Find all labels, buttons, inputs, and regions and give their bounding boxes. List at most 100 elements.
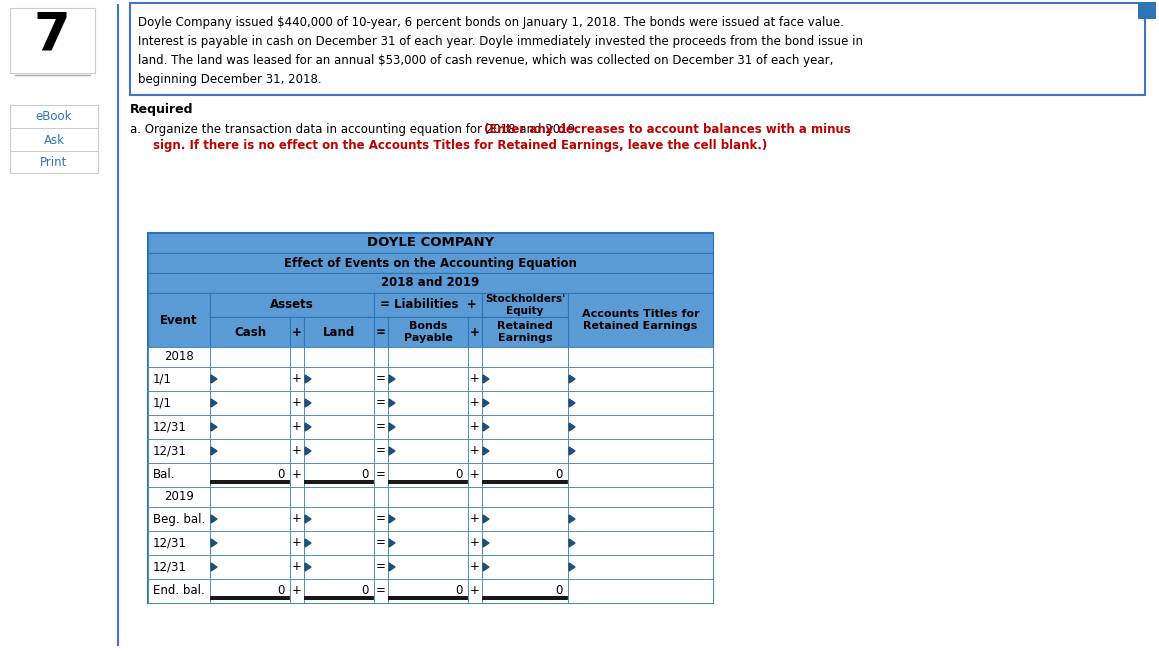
- Bar: [148, 463, 210, 487]
- Text: +: +: [471, 468, 480, 481]
- Bar: [304, 347, 374, 367]
- Bar: [148, 347, 210, 367]
- Polygon shape: [211, 447, 217, 455]
- Bar: [210, 415, 290, 439]
- Text: 0: 0: [278, 584, 285, 597]
- Text: (Enter any decreases to account balances with a minus: (Enter any decreases to account balances…: [484, 123, 851, 136]
- Bar: [290, 317, 304, 347]
- Bar: [482, 391, 568, 415]
- Bar: [304, 531, 374, 555]
- Bar: [290, 463, 304, 487]
- Bar: [304, 507, 374, 531]
- Bar: [290, 487, 304, 507]
- Bar: [568, 415, 713, 439]
- Bar: [148, 555, 210, 579]
- Text: Required: Required: [130, 103, 194, 116]
- Text: =: =: [376, 513, 386, 526]
- Bar: [304, 391, 374, 415]
- Bar: [148, 367, 210, 391]
- Bar: [568, 347, 713, 367]
- Polygon shape: [389, 375, 395, 383]
- Bar: [210, 555, 290, 579]
- Text: Event: Event: [160, 313, 198, 326]
- Bar: [304, 439, 374, 463]
- Polygon shape: [569, 423, 575, 431]
- Text: Accounts Titles for
Retained Earnings: Accounts Titles for Retained Earnings: [582, 309, 699, 331]
- Bar: [388, 463, 468, 487]
- Text: 0: 0: [455, 468, 462, 481]
- Text: +: +: [471, 445, 480, 458]
- Bar: [210, 531, 290, 555]
- Polygon shape: [211, 563, 217, 571]
- Polygon shape: [305, 563, 311, 571]
- Bar: [210, 317, 290, 347]
- Bar: [10, 8, 95, 73]
- Text: +: +: [471, 396, 480, 409]
- Text: +: +: [292, 325, 302, 338]
- Text: Stockholders'
Equity: Stockholders' Equity: [484, 295, 566, 316]
- Text: 0: 0: [278, 468, 285, 481]
- Text: +: +: [292, 468, 302, 481]
- Text: sign. If there is no effect on the Accounts Titles for Retained Earnings, leave : sign. If there is no effect on the Accou…: [153, 138, 767, 151]
- Text: +: +: [292, 537, 302, 550]
- Text: Ask: Ask: [44, 133, 65, 146]
- Bar: [148, 391, 210, 415]
- Text: +: +: [471, 421, 480, 434]
- Bar: [388, 391, 468, 415]
- Bar: [482, 439, 568, 463]
- Bar: [210, 507, 290, 531]
- Bar: [304, 367, 374, 391]
- Text: DOYLE COMPANY: DOYLE COMPANY: [367, 236, 494, 249]
- Bar: [210, 439, 290, 463]
- Bar: [10, 105, 99, 173]
- Polygon shape: [305, 375, 311, 383]
- Bar: [468, 367, 482, 391]
- Polygon shape: [569, 563, 575, 571]
- Text: a. Organize the transaction data in accounting equation for 2018 and 2019.: a. Organize the transaction data in acco…: [130, 123, 583, 136]
- Bar: [482, 487, 568, 507]
- Polygon shape: [211, 375, 217, 383]
- Bar: [568, 507, 713, 531]
- Bar: [374, 347, 388, 367]
- Bar: [482, 507, 568, 531]
- Polygon shape: [211, 515, 217, 523]
- Bar: [374, 415, 388, 439]
- Polygon shape: [483, 399, 489, 407]
- Polygon shape: [483, 423, 489, 431]
- Text: =: =: [376, 372, 386, 385]
- Text: +: +: [471, 513, 480, 526]
- Bar: [468, 579, 482, 603]
- Bar: [468, 415, 482, 439]
- Text: Cash: Cash: [234, 325, 267, 338]
- Polygon shape: [305, 539, 311, 547]
- Bar: [374, 487, 388, 507]
- Text: 0: 0: [362, 584, 369, 597]
- Bar: [482, 415, 568, 439]
- Bar: [148, 439, 210, 463]
- Bar: [388, 347, 468, 367]
- Polygon shape: [483, 515, 489, 523]
- Polygon shape: [389, 539, 395, 547]
- Text: +: +: [292, 445, 302, 458]
- Bar: [568, 487, 713, 507]
- Bar: [568, 391, 713, 415]
- Bar: [482, 555, 568, 579]
- Bar: [468, 463, 482, 487]
- Text: Bonds
Payable: Bonds Payable: [403, 321, 452, 343]
- Text: 1/1: 1/1: [153, 396, 172, 409]
- Text: =: =: [376, 396, 386, 409]
- Polygon shape: [389, 563, 395, 571]
- Bar: [210, 391, 290, 415]
- Bar: [210, 487, 290, 507]
- Polygon shape: [305, 399, 311, 407]
- Text: 0: 0: [555, 468, 563, 481]
- Bar: [388, 555, 468, 579]
- Text: 12/31: 12/31: [153, 421, 187, 434]
- Text: 12/31: 12/31: [153, 537, 187, 550]
- Bar: [304, 463, 374, 487]
- Bar: [468, 531, 482, 555]
- Bar: [1138, 2, 1156, 19]
- Bar: [290, 415, 304, 439]
- Bar: [304, 317, 374, 347]
- Bar: [568, 367, 713, 391]
